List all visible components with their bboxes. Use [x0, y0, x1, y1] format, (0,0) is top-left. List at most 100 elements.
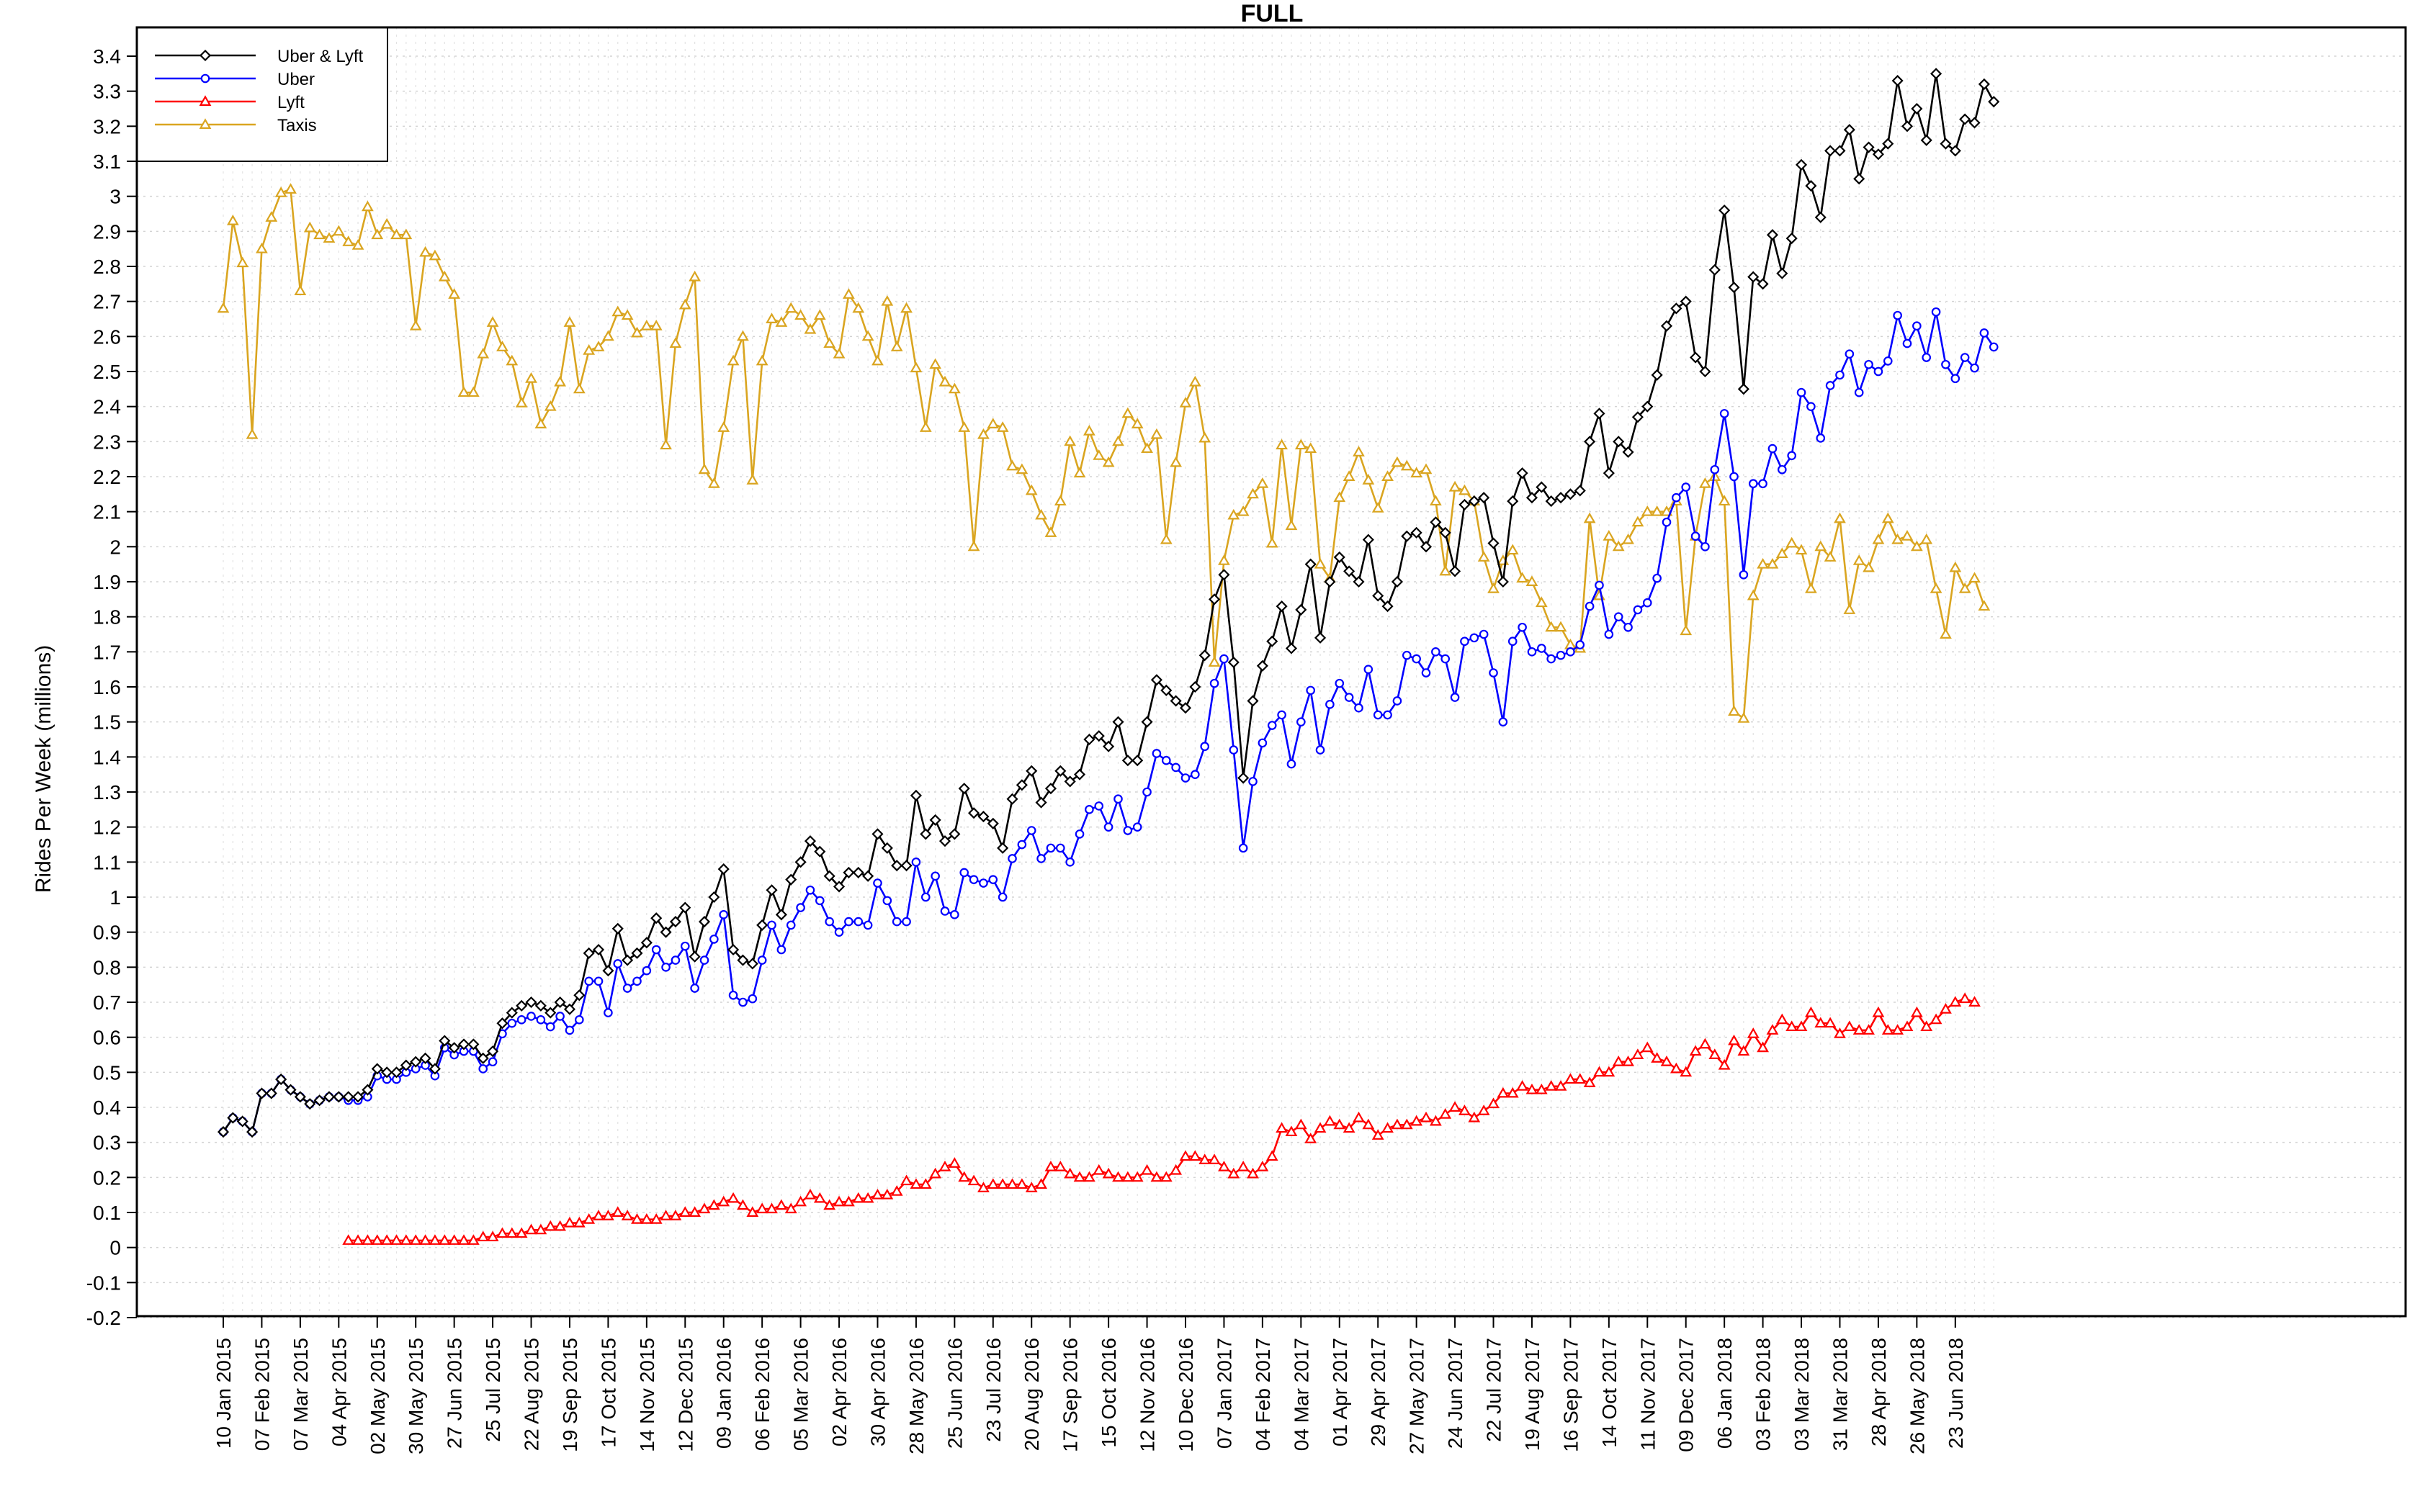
data-point	[1776, 267, 1788, 279]
data-point	[1227, 656, 1240, 668]
data-point	[1690, 531, 1700, 541]
data-point	[1852, 1024, 1865, 1035]
data-point	[1583, 512, 1596, 523]
data-point	[1814, 211, 1827, 223]
data-point	[613, 959, 623, 968]
data-point	[1979, 328, 1989, 338]
data-point	[784, 302, 797, 313]
data-point	[919, 421, 932, 432]
y-tick-label: 1.7	[93, 641, 121, 663]
data-point	[1035, 508, 1047, 520]
data-point	[1872, 148, 1884, 161]
data-point	[226, 215, 239, 225]
data-point	[1497, 1086, 1510, 1098]
data-point	[506, 1227, 519, 1238]
data-point	[1026, 826, 1036, 835]
y-tick-label: 1.6	[93, 676, 121, 698]
data-point	[536, 1015, 546, 1025]
data-point	[1188, 375, 1201, 387]
data-point	[217, 1126, 230, 1138]
data-point	[1949, 996, 1962, 1007]
data-point	[1554, 492, 1567, 504]
data-point	[997, 842, 1009, 854]
data-point	[1075, 829, 1085, 839]
data-point	[554, 375, 566, 387]
data-point	[1121, 755, 1134, 767]
data-point	[525, 1223, 537, 1235]
data-point	[1381, 1122, 1394, 1133]
data-point	[1920, 1020, 1933, 1032]
data-point	[958, 1171, 971, 1182]
data-point	[987, 1178, 1000, 1189]
data-point	[968, 807, 980, 819]
data-point	[1796, 387, 1806, 397]
data-point	[766, 312, 778, 323]
data-point	[853, 917, 864, 927]
data-point	[967, 1174, 980, 1186]
data-point	[1008, 854, 1017, 863]
y-tick-label: 0.6	[93, 1027, 121, 1049]
data-point	[737, 330, 749, 341]
data-point	[457, 1038, 470, 1050]
data-point	[534, 1223, 547, 1235]
legend-entry: Lyft	[155, 93, 305, 112]
data-point	[496, 1017, 508, 1030]
data-point	[1276, 1122, 1288, 1133]
data-point	[1353, 575, 1365, 588]
data-point	[1660, 505, 1673, 516]
data-point	[813, 1192, 826, 1203]
data-point	[429, 1063, 441, 1075]
data-point	[631, 947, 643, 959]
data-point	[1891, 75, 1904, 87]
data-point	[823, 1199, 836, 1210]
data-point	[892, 917, 902, 927]
data-point	[486, 1230, 499, 1242]
data-point	[1439, 1108, 1452, 1119]
data-point	[1498, 717, 1508, 726]
data-point	[690, 984, 699, 993]
data-point	[833, 347, 846, 359]
data-point	[1747, 589, 1760, 600]
data-point	[477, 1230, 490, 1242]
data-point	[1873, 366, 1883, 377]
y-tick-label: 1.5	[93, 711, 121, 734]
data-point	[362, 200, 374, 212]
data-point	[1641, 400, 1654, 413]
data-point	[1170, 695, 1182, 707]
data-point	[823, 870, 835, 882]
data-point	[429, 249, 442, 261]
data-point	[1083, 425, 1095, 436]
data-point	[1460, 636, 1469, 647]
data-point	[604, 1008, 613, 1017]
data-point	[843, 1195, 855, 1207]
data-point	[929, 814, 941, 826]
data-point	[881, 842, 893, 854]
data-point	[1757, 557, 1769, 569]
data-point	[707, 477, 720, 488]
data-point	[1016, 779, 1028, 791]
data-point	[863, 920, 873, 930]
data-point	[650, 912, 663, 924]
data-point	[1420, 541, 1433, 553]
data-point	[1400, 1118, 1413, 1130]
data-point	[584, 976, 593, 986]
data-point	[669, 337, 682, 348]
data-point	[680, 941, 690, 951]
x-tick-label: 25 Jul 2015	[482, 1338, 504, 1442]
data-point	[1757, 278, 1769, 290]
data-point	[1882, 138, 1894, 150]
x-tick-label: 30 Apr 2016	[866, 1338, 889, 1446]
x-tick-label: 09 Dec 2017	[1675, 1338, 1698, 1452]
data-point	[1940, 138, 1952, 150]
y-tick-label: 2.2	[93, 466, 121, 488]
legend-label: Uber	[277, 70, 315, 89]
data-point	[1450, 693, 1460, 702]
data-point	[1785, 1020, 1798, 1032]
data-point	[1958, 582, 1971, 593]
data-point	[1085, 805, 1094, 814]
x-tick-label: 04 Mar 2017	[1290, 1338, 1312, 1451]
data-point	[1574, 485, 1586, 497]
data-point	[515, 1227, 528, 1238]
data-point	[313, 1094, 326, 1107]
data-point	[1930, 1013, 1942, 1025]
